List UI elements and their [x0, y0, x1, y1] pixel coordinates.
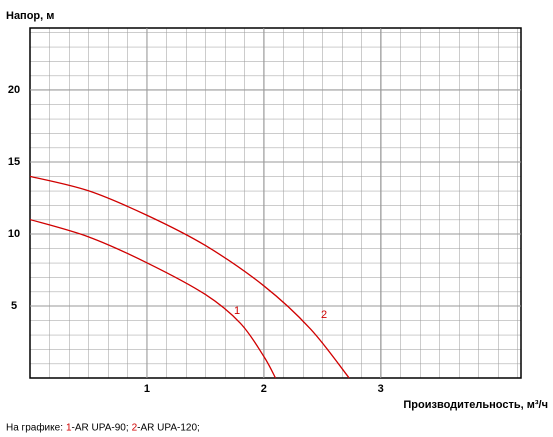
y-tick-label: 15	[8, 156, 20, 168]
x-tick-label: 3	[378, 383, 384, 395]
x-tick-label: 1	[144, 383, 150, 395]
curve	[29, 218, 277, 379]
curve-label: 2	[321, 309, 327, 321]
x-axis-title: Производительность, м³/ч	[403, 399, 548, 411]
y-tick-label: 5	[11, 300, 17, 312]
legend-label: 1	[66, 423, 72, 434]
y-axis-title: Напор, м	[6, 10, 54, 22]
y-tick-label: 20	[8, 84, 20, 96]
legend-label: 2	[132, 423, 138, 434]
legend-prefix: На графике:	[6, 422, 63, 434]
x-tick-label: 2	[261, 383, 267, 395]
minor-grid	[30, 28, 521, 378]
y-tick-label: 10	[8, 228, 20, 240]
legend-name: -AR UPA-120;	[137, 423, 200, 434]
legend: На графике: 1 -AR UPA-90; 2 -AR UPA-120;	[6, 422, 200, 434]
curve-label: 1	[234, 305, 240, 317]
legend-name: -AR UPA-90;	[72, 423, 129, 434]
curve	[29, 175, 350, 379]
